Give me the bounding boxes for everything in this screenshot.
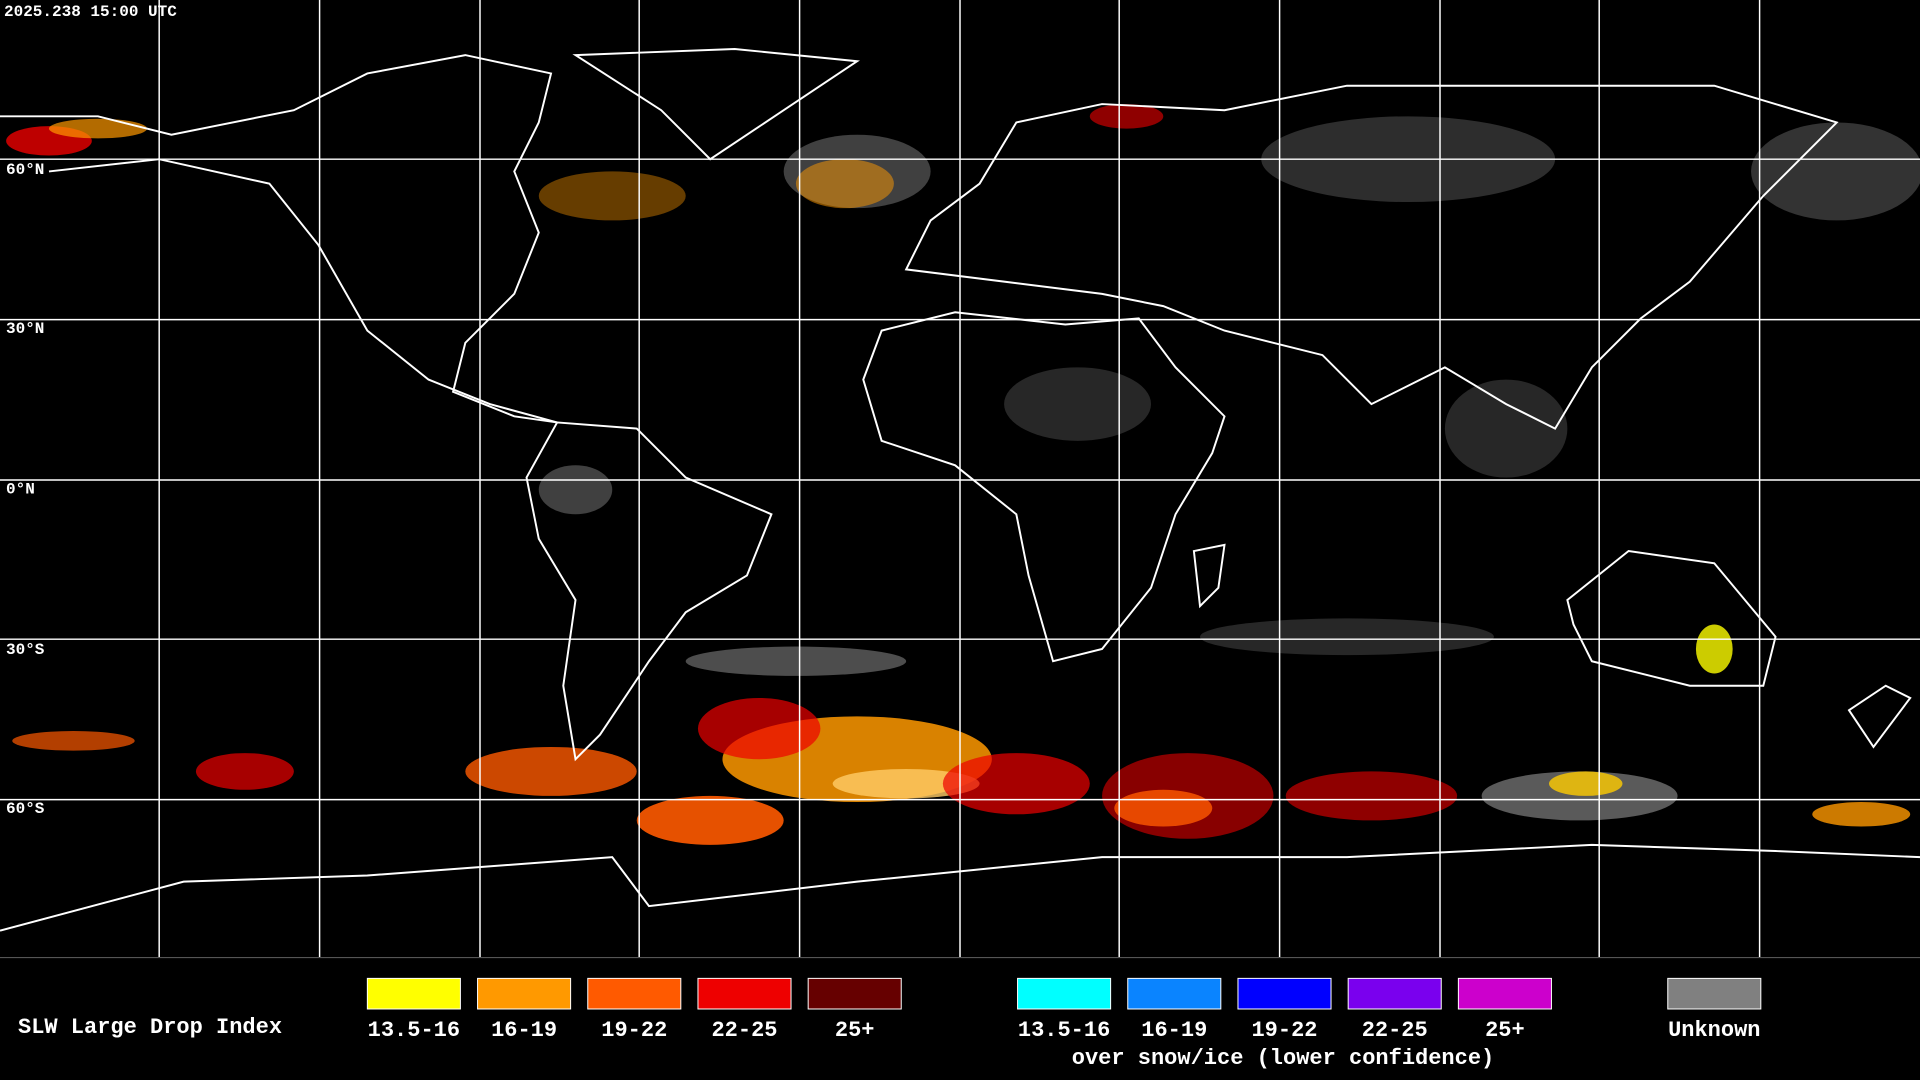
- timestamp: 2025.238 15:00 UTC: [4, 3, 177, 21]
- legend-swatch: [1667, 977, 1762, 1010]
- legend-label: 13.5-16: [368, 1018, 460, 1043]
- legend-swatch: [1347, 977, 1442, 1010]
- legend-label: 19-22: [601, 1018, 667, 1043]
- legend-title: SLW Large Drop Index: [18, 1015, 282, 1040]
- coastlines: [0, 47, 1920, 932]
- legend-swatch: [587, 977, 682, 1010]
- legend-label: 16-19: [491, 1018, 557, 1043]
- graticule: [0, 0, 1920, 958]
- map-layer: [0, 0, 1920, 959]
- legend-label: 22-25: [1362, 1018, 1428, 1043]
- legend-swatch: [807, 977, 902, 1010]
- latitude-label: 60°N: [6, 161, 44, 179]
- legend-swatch: [477, 977, 572, 1010]
- legend-label: 19-22: [1251, 1018, 1317, 1043]
- legend-label: 22-25: [711, 1018, 777, 1043]
- latitude-label: 60°S: [6, 800, 45, 818]
- legend-swatch: [1237, 977, 1332, 1010]
- legend-label: 13.5-16: [1018, 1018, 1110, 1043]
- legend-label: 25+: [835, 1018, 875, 1043]
- legend-label: 16-19: [1141, 1018, 1207, 1043]
- legend-label: Unknown: [1668, 1018, 1760, 1043]
- legend-swatch: [697, 977, 792, 1010]
- legend-swatch: [1457, 977, 1552, 1010]
- legend-swatch: [366, 977, 461, 1010]
- legend-swatch: [1127, 977, 1222, 1010]
- latitude-label: 0°N: [6, 480, 35, 498]
- legend-label: 25+: [1485, 1018, 1525, 1043]
- latitude-label: 30°N: [6, 320, 44, 338]
- legend-swatch: [1017, 977, 1112, 1010]
- legend-note: over snow/ice (lower confidence): [1072, 1046, 1494, 1071]
- cloud-blobs: [6, 104, 1920, 845]
- latitude-label: 30°S: [6, 641, 45, 659]
